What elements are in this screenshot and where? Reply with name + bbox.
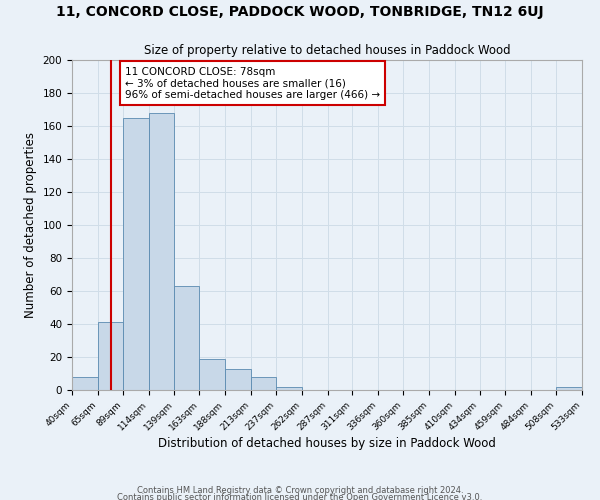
Bar (556, 386, 582, 390)
X-axis label: Distribution of detached houses by size in Paddock Wood: Distribution of detached houses by size … (158, 438, 496, 450)
Bar (122, 118, 149, 390)
Text: Contains HM Land Registry data © Crown copyright and database right 2024.: Contains HM Land Registry data © Crown c… (137, 486, 463, 495)
Text: Contains public sector information licensed under the Open Government Licence v3: Contains public sector information licen… (118, 494, 482, 500)
Y-axis label: Number of detached properties: Number of detached properties (24, 132, 37, 318)
Text: 11 CONCORD CLOSE: 78sqm
← 3% of detached houses are smaller (16)
96% of semi-det: 11 CONCORD CLOSE: 78sqm ← 3% of detached… (125, 66, 380, 100)
Bar (199, 358, 225, 390)
Bar (276, 386, 302, 390)
Bar (225, 368, 251, 390)
Bar (98, 322, 122, 390)
Bar (251, 377, 276, 390)
Text: 11, CONCORD CLOSE, PADDOCK WOOD, TONBRIDGE, TN12 6UJ: 11, CONCORD CLOSE, PADDOCK WOOD, TONBRID… (56, 5, 544, 19)
Bar (149, 113, 175, 390)
Bar (175, 286, 199, 390)
Bar (72, 377, 98, 390)
Title: Size of property relative to detached houses in Paddock Wood: Size of property relative to detached ho… (143, 44, 511, 58)
